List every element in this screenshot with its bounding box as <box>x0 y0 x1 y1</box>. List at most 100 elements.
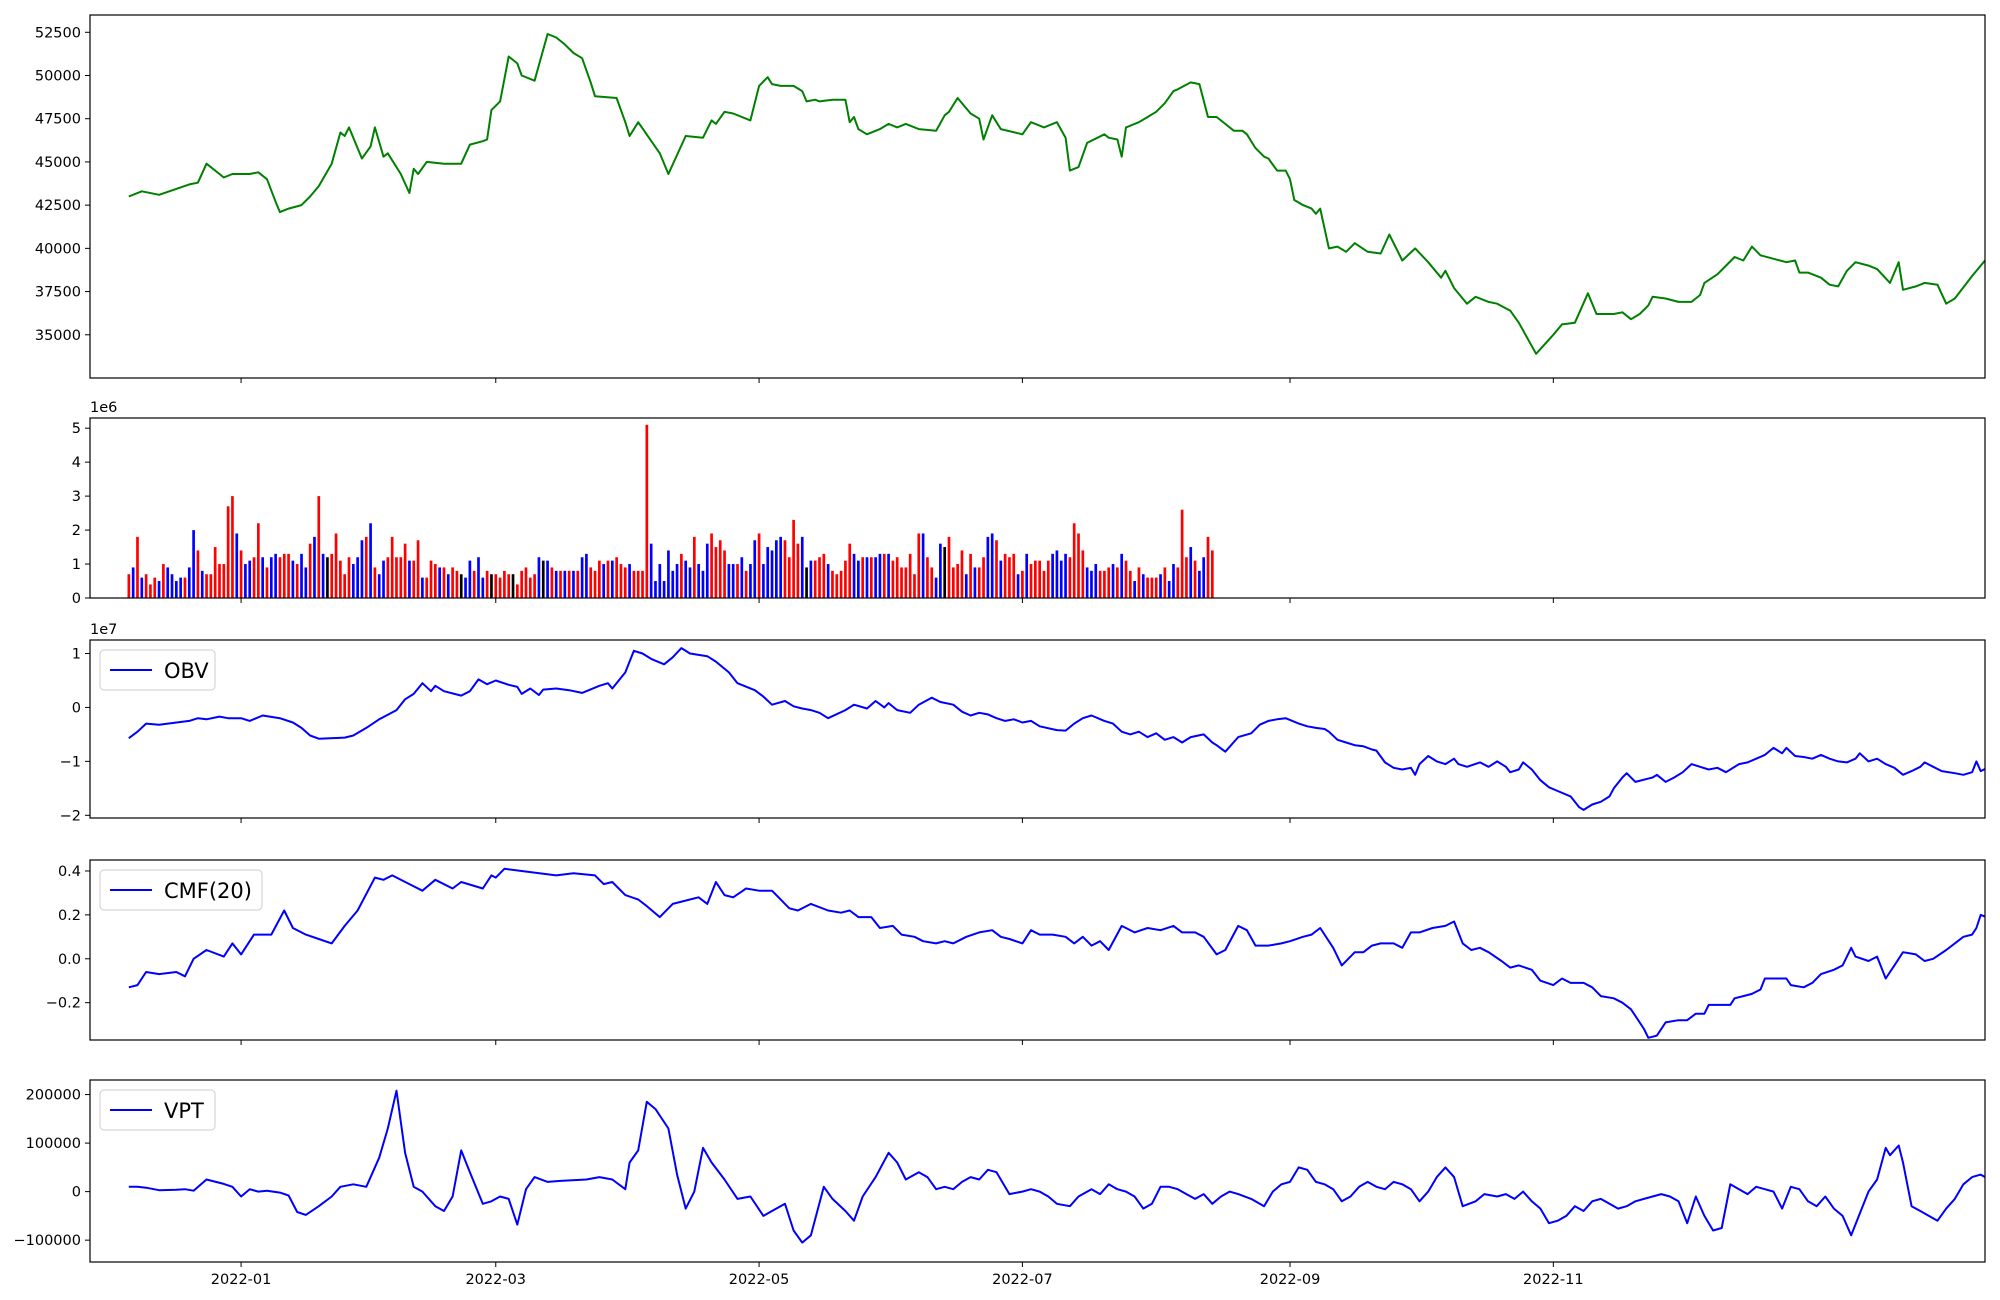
volume-bar <box>887 553 890 598</box>
obv-offset-text: 1e7 <box>90 622 117 638</box>
volume-bar <box>1068 557 1072 598</box>
volume-bar <box>516 584 519 598</box>
volume-bar <box>317 496 321 598</box>
volume-bar <box>1094 564 1098 598</box>
volume-panel: 0 1 2 3 4 5 1e6 <box>72 400 1986 607</box>
volume-bar <box>213 547 217 598</box>
volume-bar <box>490 574 493 598</box>
volume-bar <box>429 560 433 598</box>
volume-bar <box>183 577 187 598</box>
x-tick-label: 2022-11 <box>1523 1272 1584 1288</box>
volume-bar <box>736 564 739 598</box>
obv-panel: −2 −1 0 1 1e7 OBV <box>60 622 1986 824</box>
volume-bar <box>619 564 623 598</box>
volume-bar <box>930 567 934 598</box>
volume-bar <box>921 533 925 598</box>
volume-bar <box>278 557 282 598</box>
price-y-tick-label: 50000 <box>35 69 81 85</box>
obv-series-group <box>128 647 1985 811</box>
volume-bar <box>779 536 782 598</box>
volume-bar <box>947 536 951 598</box>
volume-bar <box>1124 560 1128 598</box>
volume-bar <box>675 564 679 598</box>
volume-bar <box>844 560 847 598</box>
volume-bar <box>287 553 290 598</box>
vpt-y-tick-label: 0 <box>72 1185 81 1201</box>
volume-bar <box>170 574 174 598</box>
volume-bar <box>857 560 860 598</box>
volume-bar <box>671 570 675 598</box>
price-panel: 35000 37500 40000 42500 45000 47500 50000 52500 <box>35 14 1986 383</box>
volume-bar <box>1210 550 1214 598</box>
volume-bar <box>373 567 377 598</box>
volume-bar <box>1021 570 1024 598</box>
volume-bar <box>956 564 959 598</box>
volume-bar <box>861 557 865 598</box>
volume-bar <box>1077 533 1080 598</box>
volume-bar <box>969 553 972 598</box>
volume-bar <box>144 574 148 598</box>
volume-bar <box>1012 553 1016 598</box>
volume-bar <box>598 560 601 598</box>
volume-bar <box>313 536 316 598</box>
volume-bar <box>766 547 770 598</box>
volume-bar <box>507 574 511 598</box>
volume-bar <box>481 577 485 598</box>
volume-bar <box>226 506 230 598</box>
volume-bar <box>939 543 942 598</box>
volume-bar <box>926 557 929 598</box>
vpt-y-tick-label: −100000 <box>13 1233 81 1249</box>
volume-bar <box>1185 557 1188 598</box>
volume-bar <box>572 570 575 598</box>
volume-bar <box>744 570 748 598</box>
volume-bar <box>636 570 640 598</box>
volume-bar <box>1133 581 1136 598</box>
price-y-tick-label: 45000 <box>35 155 81 171</box>
volume-bar <box>835 574 839 598</box>
vpt-frame <box>89 1079 1986 1263</box>
volume-bar <box>723 550 726 598</box>
cmf-series-group <box>128 867 1985 1039</box>
volume-bar <box>882 553 886 598</box>
volume-bar <box>533 574 536 598</box>
volume-bar <box>1193 560 1197 598</box>
price-y-tick-label: 42500 <box>35 198 81 214</box>
volume-bar <box>244 564 247 598</box>
volume-bar <box>399 557 403 598</box>
volume-bar <box>1008 557 1011 598</box>
price-y-tick-label: 35000 <box>35 328 81 344</box>
volume-bar <box>403 543 407 598</box>
volume-bar <box>205 574 208 598</box>
volume-bar <box>1116 567 1119 598</box>
volume-bar <box>442 567 446 598</box>
obv-line <box>128 647 1985 811</box>
volume-bar <box>809 560 813 598</box>
volume-bar <box>550 567 554 598</box>
volume-bar <box>826 564 830 598</box>
volume-bar <box>1146 577 1149 598</box>
volume-bar <box>559 570 562 598</box>
volume-bar <box>269 557 273 598</box>
volume-bar <box>1064 553 1067 598</box>
volume-bar <box>848 543 852 598</box>
volume-bar <box>692 536 696 598</box>
volume-bar <box>300 553 303 598</box>
volume-bar <box>153 577 157 598</box>
volume-bar <box>697 564 700 598</box>
vpt-y-tick-label: 100000 <box>26 1136 81 1152</box>
volume-bar <box>1176 567 1180 598</box>
volume-bar <box>1059 560 1063 598</box>
volume-bar <box>904 567 908 598</box>
volume-bar <box>1202 557 1206 598</box>
volume-bar <box>1107 567 1111 598</box>
volume-bar <box>805 567 808 598</box>
price-line <box>128 33 1985 355</box>
volume-bar <box>179 577 182 598</box>
volume-bar <box>1120 553 1124 598</box>
volume-bar <box>520 570 523 598</box>
volume-bar <box>654 581 657 598</box>
x-tick-label: 2022-01 <box>211 1272 272 1288</box>
volume-bar <box>792 519 795 598</box>
volume-offset-text: 1e6 <box>90 400 117 416</box>
